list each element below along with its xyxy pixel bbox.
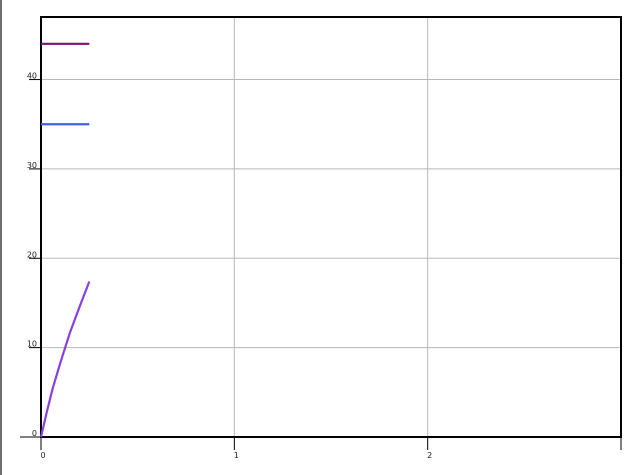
y-tick-label: 20 [27, 250, 37, 259]
x-tick-label: 1 [234, 451, 239, 460]
x-tick-label: 0 [40, 451, 45, 460]
grid-lines [41, 17, 621, 437]
axes: 0 10 20 30 40 0 1 2 [20, 72, 622, 460]
y-tick-label: 40 [27, 72, 37, 81]
series-line-3 [39, 281, 91, 438]
y-tick-label: 10 [27, 340, 37, 349]
series-group [39, 42, 91, 438]
plot-frame [40, 16, 622, 438]
x-tick-label: 2 [427, 451, 432, 460]
y-tick-label: 0 [32, 429, 37, 438]
window-left-edge [0, 0, 2, 475]
y-tick-label: 30 [27, 161, 37, 170]
